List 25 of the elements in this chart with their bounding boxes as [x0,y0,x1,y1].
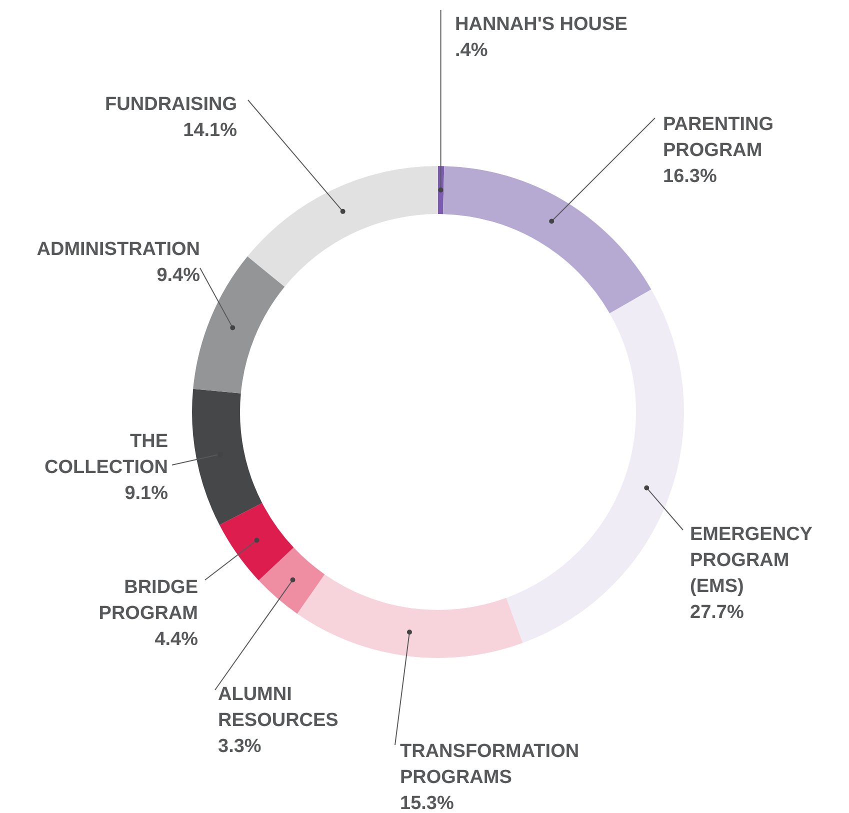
slice-label: THE COLLECTION [44,431,168,478]
slice-label: FUNDRAISING [105,94,237,115]
data-label: 14.1% [183,120,238,141]
slice-label: PARENTING PROGRAM [663,114,774,161]
donut-slice [506,289,684,643]
data-label: 3.3% [218,736,262,757]
data-label: 9.1% [124,483,168,504]
data-label: 4.4% [154,629,198,650]
slice-label: TRANSFORMATION PROGRAMS [400,741,580,788]
slice-label: ADMINISTRATION [36,239,200,260]
donut-slice [192,388,262,526]
data-label: 27.7% [690,602,744,623]
donut-slice [258,548,325,614]
donut-slice [442,166,652,314]
data-label: 15.3% [400,793,454,813]
donut-slice [297,574,523,658]
data-label: 9.4% [156,265,200,286]
slice-label: ALUMNI RESOURCES [218,684,338,731]
slice-label: BRIDGE PROGRAM [98,577,198,624]
slice-label: EMERGENCY PROGRAM (EMS) [690,524,813,597]
data-label: 16.3% [663,166,717,187]
donut-slice [220,502,294,580]
data-label: .4% [455,40,488,61]
slice-label: HANNAH'S HOUSE [455,14,628,35]
donut-slice [247,166,438,287]
